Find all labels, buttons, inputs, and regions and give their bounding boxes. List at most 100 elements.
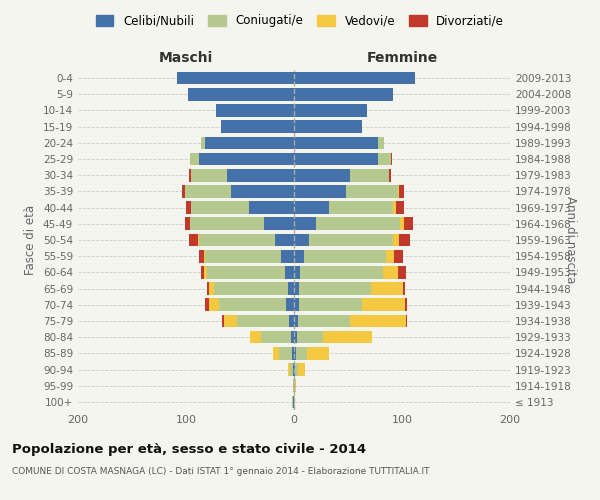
Bar <box>185 185 232 198</box>
Bar <box>250 331 260 344</box>
Bar <box>294 396 295 408</box>
Bar <box>294 136 378 149</box>
Bar <box>299 298 362 311</box>
Bar <box>201 136 205 149</box>
Bar <box>404 218 413 230</box>
Bar <box>403 282 405 295</box>
Bar <box>398 185 399 198</box>
Bar <box>294 88 394 101</box>
Bar <box>189 234 198 246</box>
Bar <box>299 282 371 295</box>
Bar <box>205 266 206 278</box>
Bar <box>304 250 386 262</box>
Bar <box>378 136 383 149</box>
Bar <box>294 314 298 328</box>
Bar <box>294 218 316 230</box>
Bar <box>389 169 391 181</box>
Bar <box>391 152 392 166</box>
Bar <box>216 104 294 117</box>
Bar <box>298 314 350 328</box>
Bar <box>294 298 299 311</box>
Bar <box>199 250 205 262</box>
Bar <box>274 347 279 360</box>
Bar <box>294 234 309 246</box>
Bar <box>214 282 287 295</box>
Text: Popolazione per età, sesso e stato civile - 2014: Popolazione per età, sesso e stato civil… <box>12 442 366 456</box>
Bar <box>296 347 307 360</box>
Bar <box>287 282 294 295</box>
Bar <box>221 120 294 133</box>
Bar <box>221 314 224 328</box>
Bar <box>287 363 290 376</box>
Bar <box>206 282 209 295</box>
Bar <box>227 169 294 181</box>
Bar <box>199 152 294 166</box>
Y-axis label: Fasce di età: Fasce di età <box>25 205 37 275</box>
Bar <box>260 331 291 344</box>
Bar <box>294 72 415 85</box>
Bar <box>291 331 294 344</box>
Bar <box>294 120 362 133</box>
Bar <box>294 282 299 295</box>
Bar <box>178 72 294 85</box>
Bar <box>294 104 367 117</box>
Bar <box>232 185 294 198</box>
Text: Maschi: Maschi <box>159 51 213 65</box>
Bar <box>294 169 350 181</box>
Bar <box>189 169 191 181</box>
Bar <box>307 347 329 360</box>
Bar <box>292 347 294 360</box>
Bar <box>371 282 403 295</box>
Bar <box>264 218 294 230</box>
Bar <box>301 266 383 278</box>
Bar <box>295 380 296 392</box>
Bar <box>399 234 410 246</box>
Bar <box>275 234 294 246</box>
Bar <box>295 363 298 376</box>
Bar <box>248 202 294 214</box>
Bar <box>309 234 394 246</box>
Bar <box>395 202 404 214</box>
Bar <box>294 363 295 376</box>
Bar <box>346 185 398 198</box>
Bar <box>293 380 294 392</box>
Bar <box>383 266 398 278</box>
Bar <box>400 218 404 230</box>
Text: Femmine: Femmine <box>367 51 437 65</box>
Bar <box>406 314 407 328</box>
Bar <box>294 185 346 198</box>
Y-axis label: Anni di nascita: Anni di nascita <box>564 196 577 284</box>
Bar <box>298 363 305 376</box>
Bar <box>294 152 378 166</box>
Bar <box>191 169 227 181</box>
Bar <box>286 298 294 311</box>
Bar <box>294 331 297 344</box>
Bar <box>279 347 292 360</box>
Bar <box>316 218 400 230</box>
Bar <box>394 234 399 246</box>
Bar <box>350 169 389 181</box>
Bar <box>191 202 248 214</box>
Bar <box>294 202 329 214</box>
Bar <box>206 266 286 278</box>
Bar <box>362 298 405 311</box>
Bar <box>182 185 185 198</box>
Bar <box>205 298 209 311</box>
Bar <box>290 363 293 376</box>
Bar <box>399 185 404 198</box>
Bar <box>294 266 301 278</box>
Bar <box>289 314 294 328</box>
Bar <box>294 380 295 392</box>
Bar <box>405 298 407 311</box>
Bar <box>294 347 296 360</box>
Bar <box>199 234 275 246</box>
Bar <box>292 396 293 408</box>
Bar <box>198 234 199 246</box>
Legend: Celibi/Nubili, Coniugati/e, Vedovi/e, Divorziati/e: Celibi/Nubili, Coniugati/e, Vedovi/e, Di… <box>92 11 508 31</box>
Bar <box>220 298 286 311</box>
Bar <box>205 136 294 149</box>
Bar <box>281 250 294 262</box>
Bar <box>293 396 294 408</box>
Bar <box>394 202 395 214</box>
Bar <box>294 250 304 262</box>
